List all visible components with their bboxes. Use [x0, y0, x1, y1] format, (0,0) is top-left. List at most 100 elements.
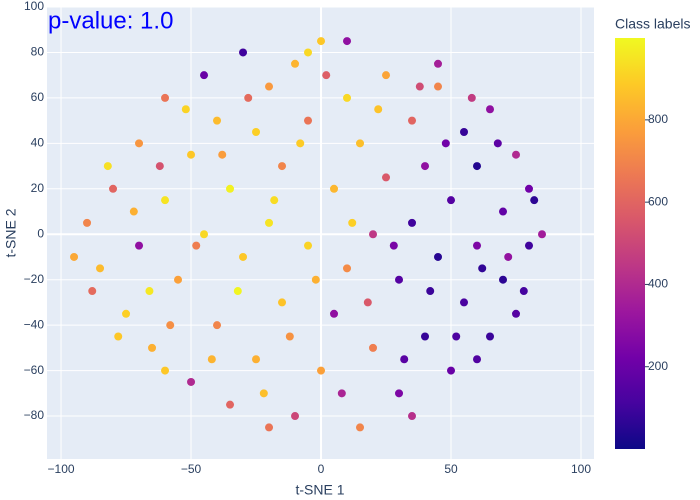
- scatter-point: [369, 343, 378, 352]
- scatter-point: [317, 37, 326, 46]
- scatter-point: [109, 184, 118, 193]
- scatter-point: [122, 309, 131, 318]
- y-tick-label: 60: [31, 90, 45, 104]
- scatter-point: [395, 389, 404, 398]
- scatter-point: [200, 71, 209, 80]
- colorbar: [615, 38, 645, 449]
- scatter-point: [356, 423, 365, 432]
- colorbar-tick-label: 800: [648, 112, 668, 126]
- scatter-point: [343, 264, 352, 273]
- y-tick-label: 20: [31, 181, 45, 195]
- scatter-point: [83, 218, 92, 227]
- scatter-point: [486, 105, 495, 114]
- scatter-point: [155, 162, 164, 171]
- scatter-point: [239, 252, 248, 261]
- scatter-point: [174, 275, 183, 284]
- scatter-point: [460, 127, 469, 136]
- scatter-point: [519, 287, 528, 296]
- scatter-point: [311, 275, 320, 284]
- scatter-point: [356, 139, 365, 148]
- y-axis-title: t-SNE 2: [3, 208, 19, 257]
- scatter-point: [70, 252, 79, 261]
- scatter-point: [252, 355, 261, 364]
- scatter-point: [408, 116, 417, 125]
- scatter-point: [226, 184, 235, 193]
- scatter-point: [478, 264, 487, 273]
- scatter-point: [421, 332, 430, 341]
- scatter-point: [259, 389, 268, 398]
- scatter-point: [382, 173, 391, 182]
- y-tick-label: 0: [37, 226, 44, 240]
- x-tick-label: −50: [181, 462, 202, 476]
- scatter-point: [408, 412, 417, 421]
- scatter-point: [103, 162, 112, 171]
- scatter-point: [278, 162, 287, 171]
- scatter-point: [374, 105, 383, 114]
- scatter-point: [400, 355, 409, 364]
- scatter-point: [129, 207, 138, 216]
- y-tick-label: −40: [24, 317, 45, 331]
- scatter-point: [148, 343, 157, 352]
- y-tick-label: −80: [24, 408, 45, 422]
- scatter-point: [382, 71, 391, 80]
- x-tick-label: 100: [571, 462, 591, 476]
- scatter-point: [421, 162, 430, 171]
- y-tick-label: 100: [24, 0, 44, 13]
- scatter-point: [135, 241, 144, 250]
- colorbar-title: Class labels: [615, 16, 690, 32]
- scatter-point: [192, 241, 201, 250]
- scatter-point: [525, 241, 534, 250]
- scatter-point: [447, 196, 456, 205]
- scatter-point: [499, 207, 508, 216]
- scatter-point: [161, 366, 170, 375]
- scatter-point: [322, 71, 331, 80]
- scatter-point: [343, 93, 352, 102]
- scatter-point: [530, 196, 539, 205]
- scatter-point: [181, 105, 190, 114]
- x-tick-label: 0: [318, 462, 325, 476]
- scatter-point: [317, 366, 326, 375]
- scatter-point: [291, 412, 300, 421]
- scatter-point: [369, 230, 378, 239]
- scatter-point: [135, 139, 144, 148]
- scatter-point: [512, 150, 521, 159]
- scatter-point: [415, 82, 424, 91]
- scatter-point: [252, 127, 261, 136]
- scatter-point: [187, 377, 196, 386]
- scatter-point: [265, 82, 274, 91]
- scatter-point: [166, 321, 175, 330]
- scatter-point: [304, 116, 313, 125]
- scatter-point: [434, 82, 443, 91]
- scatter-point: [270, 196, 279, 205]
- scatter-point: [343, 37, 352, 46]
- scatter-point: [278, 298, 287, 307]
- scatter-point: [493, 139, 502, 148]
- scatter-point: [434, 252, 443, 261]
- scatter-point: [161, 196, 170, 205]
- scatter-point: [291, 59, 300, 68]
- scatter-point: [88, 287, 97, 296]
- scatter-point: [434, 59, 443, 68]
- scatter-point: [512, 309, 521, 318]
- scatter-point: [304, 48, 313, 57]
- scatter-point: [460, 298, 469, 307]
- y-tick-label: 40: [31, 136, 45, 150]
- scatter-point: [389, 241, 398, 250]
- scatter-point: [426, 287, 435, 296]
- scatter-point: [265, 423, 274, 432]
- y-tick-label: 80: [31, 45, 45, 59]
- colorbar-tick-label: 200: [648, 359, 668, 373]
- colorbar-tick-label: 600: [648, 194, 668, 208]
- scatter-point: [504, 252, 513, 261]
- scatter-point: [538, 230, 547, 239]
- scatter-point: [161, 93, 170, 102]
- scatter-point: [244, 93, 253, 102]
- scatter-point: [187, 150, 196, 159]
- scatter-point: [486, 332, 495, 341]
- scatter-point: [233, 287, 242, 296]
- scatter-point: [363, 298, 372, 307]
- scatter-point: [207, 355, 216, 364]
- scatter-point: [408, 218, 417, 227]
- scatter-point: [447, 366, 456, 375]
